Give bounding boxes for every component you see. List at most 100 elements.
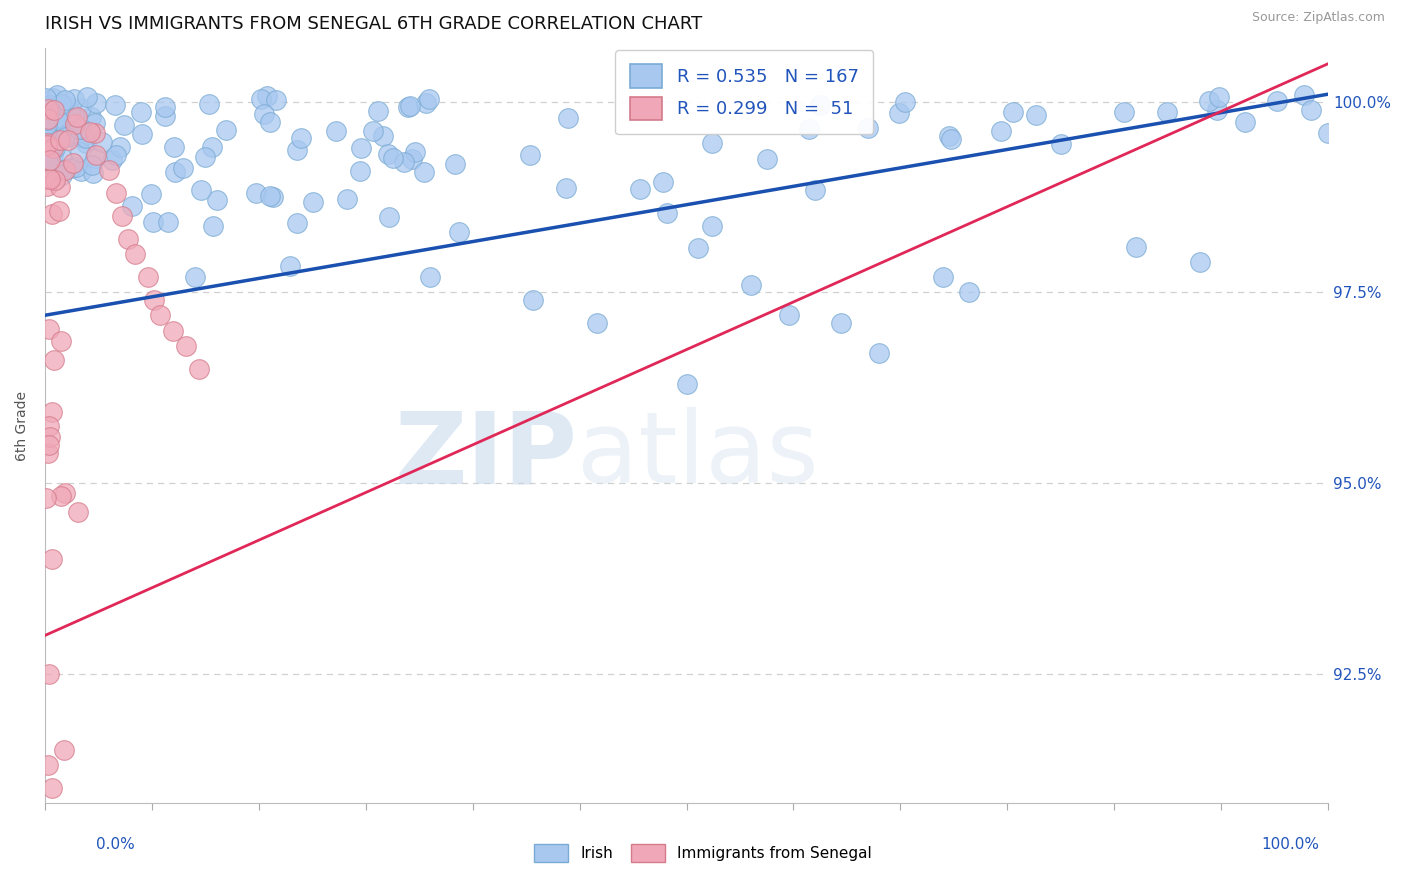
- Point: [35, 136, 58, 151]
- Point: [56, 133, 79, 147]
- Point: [46, 113, 69, 128]
- Point: [557, 111, 579, 125]
- Point: [53, 128, 76, 142]
- Point: [172, 161, 194, 175]
- Point: [1198, 94, 1220, 108]
- Point: [69, 145, 91, 160]
- Point: [290, 131, 312, 145]
- Point: [35, 112, 58, 126]
- Point: [49, 489, 72, 503]
- Point: [82, 166, 104, 180]
- Point: [253, 106, 276, 120]
- Point: [53, 130, 76, 145]
- Point: [156, 215, 179, 229]
- Point: [45, 88, 67, 103]
- Text: atlas: atlas: [578, 408, 820, 505]
- Point: [44, 173, 66, 187]
- Point: [349, 164, 371, 178]
- Point: [957, 285, 980, 300]
- Point: [67, 122, 90, 136]
- Point: [1299, 103, 1322, 117]
- Point: [37, 112, 59, 126]
- Point: [70, 129, 93, 144]
- Point: [59, 114, 82, 128]
- Point: [285, 217, 308, 231]
- Point: [377, 146, 399, 161]
- Point: [84, 148, 107, 162]
- Point: [700, 136, 723, 151]
- Point: [808, 98, 831, 112]
- Point: [675, 376, 697, 391]
- Point: [45, 112, 67, 126]
- Point: [104, 186, 127, 201]
- Point: [42, 148, 65, 162]
- Point: [38, 666, 60, 681]
- Point: [42, 128, 65, 142]
- Point: [104, 98, 127, 112]
- Point: [404, 145, 426, 159]
- Point: [62, 156, 84, 170]
- Point: [1025, 108, 1047, 122]
- Point: [80, 110, 103, 124]
- Point: [756, 152, 779, 166]
- Point: [38, 145, 60, 159]
- Point: [35, 128, 58, 143]
- Point: [585, 316, 607, 330]
- Point: [143, 293, 166, 307]
- Point: [136, 270, 159, 285]
- Point: [66, 505, 89, 519]
- Point: [82, 158, 104, 172]
- Point: [124, 247, 146, 261]
- Point: [413, 164, 436, 178]
- Point: [939, 132, 962, 146]
- Point: [63, 110, 86, 124]
- Point: [48, 204, 70, 219]
- Point: [259, 115, 281, 129]
- Point: [48, 133, 70, 147]
- Point: [37, 102, 59, 116]
- Point: [418, 92, 440, 106]
- Point: [686, 241, 709, 255]
- Point: [302, 194, 325, 209]
- Point: [378, 210, 401, 224]
- Point: [35, 100, 58, 114]
- Point: [44, 141, 66, 155]
- Point: [35, 138, 58, 153]
- Point: [202, 219, 225, 233]
- Point: [35, 112, 58, 127]
- Point: [522, 293, 544, 307]
- Point: [41, 780, 63, 795]
- Point: [797, 122, 820, 136]
- Point: [76, 90, 98, 104]
- Point: [49, 133, 72, 147]
- Point: [38, 438, 60, 452]
- Point: [35, 91, 58, 105]
- Point: [1125, 240, 1147, 254]
- Point: [55, 162, 77, 177]
- Point: [280, 259, 302, 273]
- Point: [215, 123, 238, 137]
- Point: [38, 172, 60, 186]
- Point: [58, 99, 80, 113]
- Point: [112, 119, 135, 133]
- Text: ZIP: ZIP: [395, 408, 578, 505]
- Point: [53, 486, 76, 500]
- Point: [38, 419, 60, 434]
- Point: [91, 136, 114, 150]
- Point: [38, 145, 60, 159]
- Point: [49, 123, 72, 137]
- Point: [35, 491, 58, 506]
- Point: [46, 129, 69, 144]
- Point: [149, 308, 172, 322]
- Point: [59, 105, 82, 120]
- Text: IRISH VS IMMIGRANTS FROM SENEGAL 6TH GRADE CORRELATION CHART: IRISH VS IMMIGRANTS FROM SENEGAL 6TH GRA…: [45, 15, 702, 33]
- Point: [84, 126, 107, 140]
- Point: [84, 95, 107, 110]
- Point: [249, 92, 271, 106]
- Point: [381, 151, 404, 165]
- Point: [444, 156, 467, 170]
- Point: [184, 270, 207, 285]
- Point: [1050, 137, 1073, 152]
- Point: [449, 226, 471, 240]
- Point: [205, 193, 228, 207]
